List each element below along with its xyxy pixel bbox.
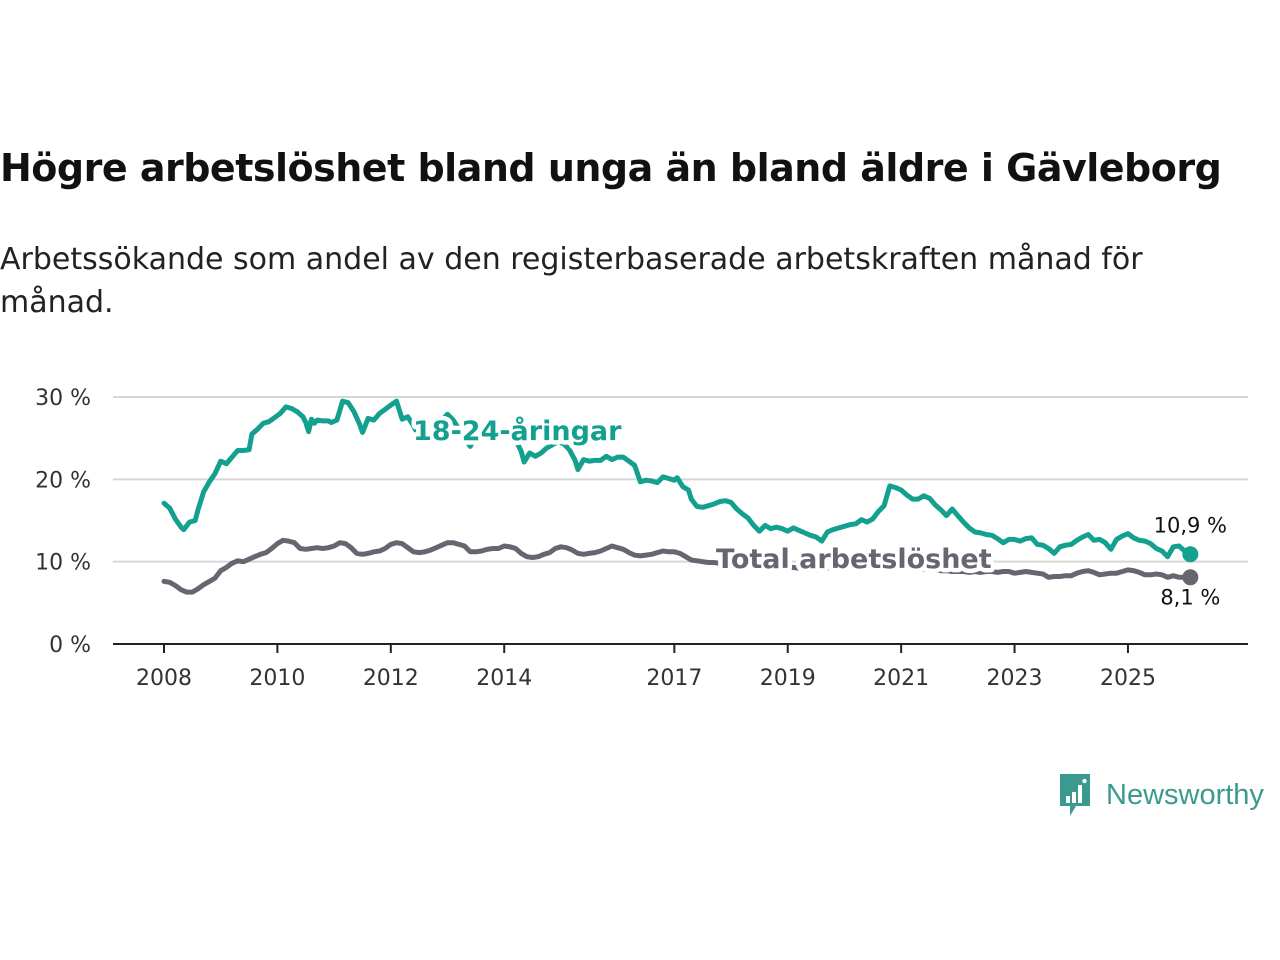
x-tick-label: 2023 [987,666,1043,691]
series-lines [161,398,1199,595]
x-tick-label: 2010 [249,666,305,691]
y-tick-label: 10 % [35,551,91,576]
newsworthy-brand: Newsworthy [1058,772,1264,818]
x-tick-label: 2019 [760,666,816,691]
x-tick-label: 2025 [1100,666,1156,691]
x-tick-label: 2017 [646,666,702,691]
line-labels: 10,9 %8,1 %18-24-åringar18-24-åringarTot… [409,411,1228,610]
x-tick-label: 2021 [873,666,929,691]
grid-lines [113,396,1248,645]
series-end-label: 10,9 % [1154,513,1227,537]
series-end-point [1182,569,1199,586]
x-tick-label: 2014 [476,666,532,691]
series-name-label: 18-24-åringar [413,415,622,447]
series-name-halo: 18-24-åringar [413,415,622,447]
series-name-label: Total arbetslöshet [716,544,992,575]
x-tick-label: 2008 [136,666,192,691]
y-tick-label: 0 % [49,633,91,658]
chart-subtitle: Arbetssökande som andel av den registerb… [0,242,1143,320]
y-tick-label: 30 % [35,386,91,411]
newsworthy-logo-icon [1060,774,1090,816]
series-end-label: 8,1 % [1160,585,1220,609]
chart-title: Högre arbetslöshet bland unga än bland ä… [0,146,1222,190]
x-tick-label: 2012 [363,666,419,691]
series-line-1 [161,537,1193,595]
axis-ticks: 0 % 10 % 20 % 30 % 2008 2010 2012 2014 2017 2019 2… [35,386,1156,691]
y-tick-label: 20 % [35,468,91,493]
series-line-0 [161,398,1193,560]
brand-name: Newsworthy [1106,778,1264,811]
series-end-point [1182,546,1199,563]
series-name-halo: Total arbetslöshet [716,544,992,575]
